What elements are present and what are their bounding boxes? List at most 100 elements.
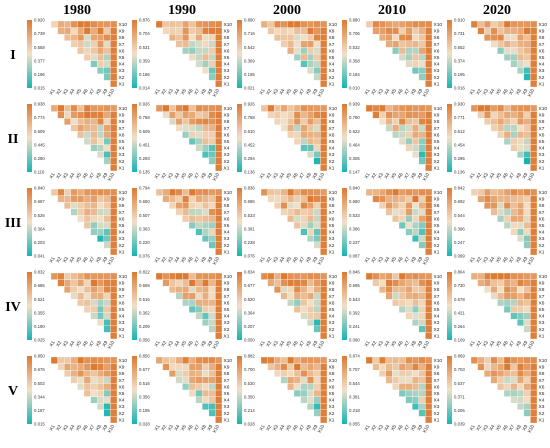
heatmap-cell <box>208 188 216 196</box>
col-label-X7: X7 <box>88 88 96 96</box>
heatmap-cell <box>425 363 433 371</box>
heatmap-cell <box>83 299 91 307</box>
heatmap-cell <box>70 104 78 112</box>
row-label-X4: X4 <box>539 398 545 404</box>
col-label-X9: X9 <box>311 424 319 432</box>
heatmap-cell <box>110 221 118 229</box>
heatmap-cell <box>530 299 538 307</box>
row-label-X4: X4 <box>329 398 335 404</box>
heatmap-cell <box>307 228 314 236</box>
heatmap-cell <box>385 124 393 132</box>
row-label-X2: X2 <box>539 411 545 417</box>
heatmap-cell <box>412 202 419 209</box>
colorbar-tick-label: 0.680 <box>349 199 360 204</box>
heatmap-cell <box>385 34 393 41</box>
colorbar <box>342 272 347 340</box>
col-label-X6: X6 <box>502 256 510 264</box>
heatmap-cell <box>523 111 531 119</box>
heatmap-cell <box>365 104 373 112</box>
heatmap-cell <box>103 356 111 364</box>
heatmap-cell <box>523 363 531 371</box>
colorbar <box>27 356 32 424</box>
heatmap-cell <box>313 325 321 333</box>
heatmap-cell <box>405 363 413 371</box>
heatmap-cell <box>215 376 223 384</box>
heatmap-cell <box>202 356 209 364</box>
heatmap-cell <box>398 299 406 307</box>
heatmap-cell <box>90 305 98 313</box>
heatmap-cell <box>405 396 413 404</box>
heatmap-cell <box>208 363 216 371</box>
heatmap-cell <box>307 202 314 209</box>
heatmap-cell <box>517 67 524 74</box>
row-label-X3: X3 <box>119 152 125 158</box>
heatmap-cell <box>57 356 65 364</box>
heatmap-cell <box>510 195 518 203</box>
col-label-X3: X3 <box>272 256 280 264</box>
heatmap-cell <box>392 363 400 371</box>
heatmap-cell <box>77 208 85 216</box>
heatmap-cell <box>412 215 419 223</box>
heatmap-cell <box>293 34 301 41</box>
heatmap-cell <box>64 356 71 364</box>
heatmap-cell <box>385 188 393 196</box>
colorbar-tick-label: 0.187 <box>34 408 45 413</box>
heatmap-cell <box>497 47 505 55</box>
colorbar-tick-label: 0.293 <box>139 156 150 161</box>
col-label-X5: X5 <box>495 256 503 264</box>
heatmap-cell <box>103 319 111 326</box>
heatmap-cell <box>280 27 288 35</box>
colorbar-tick-label: 0.209 <box>139 324 150 329</box>
heatmap-cell <box>215 416 223 424</box>
colorbar <box>342 104 347 172</box>
heatmap-cell <box>287 188 295 196</box>
heatmap-cell <box>195 286 203 293</box>
col-label-X5: X5 <box>390 256 398 264</box>
col-label-X6: X6 <box>82 172 90 180</box>
heatmap-cell <box>169 118 176 125</box>
heatmap-cell <box>313 137 321 145</box>
colorbar-tick-label: 0.076 <box>244 254 255 259</box>
heatmap-cell <box>97 131 104 139</box>
row-label-X2: X2 <box>539 243 545 249</box>
heatmap-cell <box>83 356 91 364</box>
heatmap-cell <box>530 104 538 112</box>
heatmap-IV-1990: 0.8220.6690.5160.3620.2090.056X1X2X3X4X5… <box>132 270 232 350</box>
row-label-X10: X10 <box>119 106 128 112</box>
heatmap-cell <box>313 235 321 242</box>
heatmap-cell <box>523 396 531 404</box>
heatmap-cell <box>418 221 426 229</box>
col-label-X4: X4 <box>173 172 181 180</box>
heatmap-cell <box>320 40 328 48</box>
col-label-X10: X10 <box>212 256 222 267</box>
heatmap-cell <box>379 356 386 364</box>
heatmap-cell <box>300 34 308 41</box>
heatmap-cell <box>477 188 485 196</box>
row-label-X4: X4 <box>434 146 440 152</box>
colorbar-tick-label: 0.186 <box>139 72 150 77</box>
colorbar-tick-label: 0.533 <box>244 213 255 218</box>
heatmap-cell <box>188 34 196 41</box>
row-label-X2: X2 <box>329 327 335 333</box>
colorbar-tick-label: 0.396 <box>454 226 465 231</box>
col-label-X9: X9 <box>206 88 214 96</box>
heatmap-cell <box>70 202 78 209</box>
heatmap-cell <box>195 292 203 300</box>
heatmap-cell <box>405 356 413 364</box>
colorbar-tick-label: 0.739 <box>34 31 45 36</box>
col-label-X8: X8 <box>305 424 313 432</box>
heatmap-cell <box>412 403 419 410</box>
col-label-X4: X4 <box>68 340 76 348</box>
col-label-X9: X9 <box>416 340 424 348</box>
heatmap-cell <box>320 47 328 55</box>
colorbar-tick-label: 0.876 <box>139 18 150 23</box>
heatmap-cell <box>97 396 104 404</box>
col-label-X10: X10 <box>422 340 432 351</box>
col-label-X9: X9 <box>521 172 529 180</box>
row-label-X7: X7 <box>224 42 230 48</box>
heatmap-cell <box>110 312 118 320</box>
colorbar-tick-label: 0.464 <box>349 142 360 147</box>
heatmap-cell <box>490 202 498 209</box>
heatmap-cell <box>57 27 65 35</box>
col-label-X1: X1 <box>469 256 477 264</box>
